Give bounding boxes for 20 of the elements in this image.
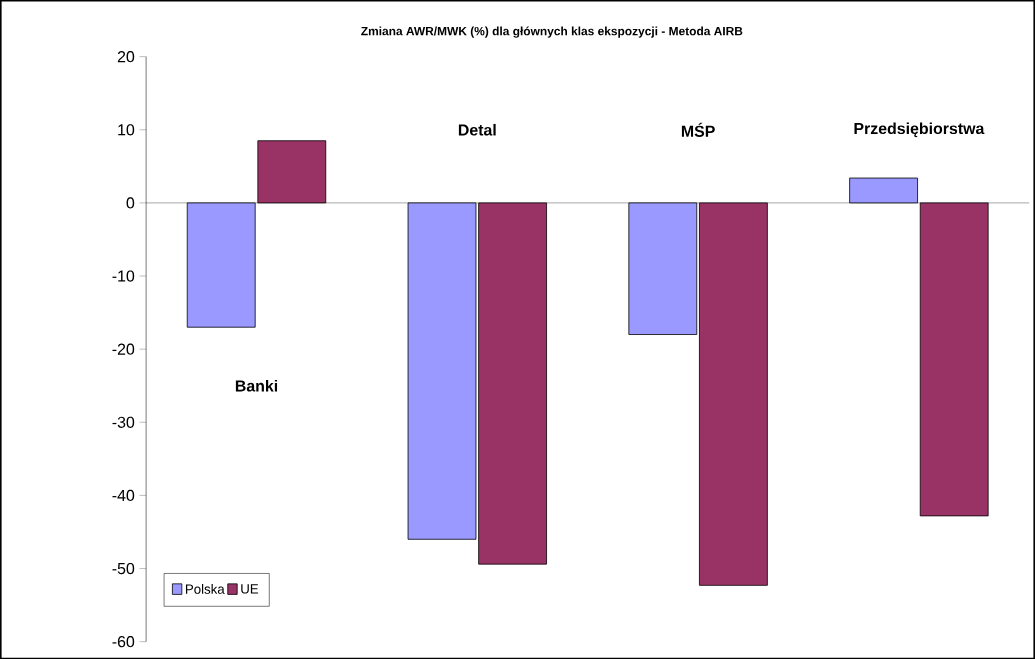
x-tick-label: Banki bbox=[235, 379, 278, 392]
y-tick-label: -30 bbox=[112, 416, 135, 428]
x-tick-label: Przedsiębiorstwa bbox=[854, 122, 985, 137]
y-tick-label: 20 bbox=[117, 50, 135, 63]
y-tick-label: -40 bbox=[112, 489, 135, 501]
x-tick-label: MŚP bbox=[681, 122, 715, 137]
x-tick-label: Detal bbox=[458, 123, 496, 136]
bar bbox=[919, 202, 989, 517]
legend-label: Polska bbox=[185, 583, 225, 594]
y-tick-label: -10 bbox=[112, 270, 135, 282]
bar bbox=[628, 202, 698, 335]
y-tick-label: -20 bbox=[112, 343, 135, 355]
y-tick-label: -50 bbox=[112, 562, 135, 574]
bar bbox=[849, 177, 918, 204]
bar bbox=[699, 202, 768, 586]
y-tick-label: 10 bbox=[118, 123, 135, 136]
legend-label: UE bbox=[241, 584, 259, 594]
y-tick-label: -60 bbox=[112, 635, 135, 648]
chart-title: Zmiana AWR/MWK (%) dla głównych klas ekspozycji - Metoda AIRB bbox=[361, 26, 743, 38]
y-tick-label: 0 bbox=[126, 197, 135, 209]
